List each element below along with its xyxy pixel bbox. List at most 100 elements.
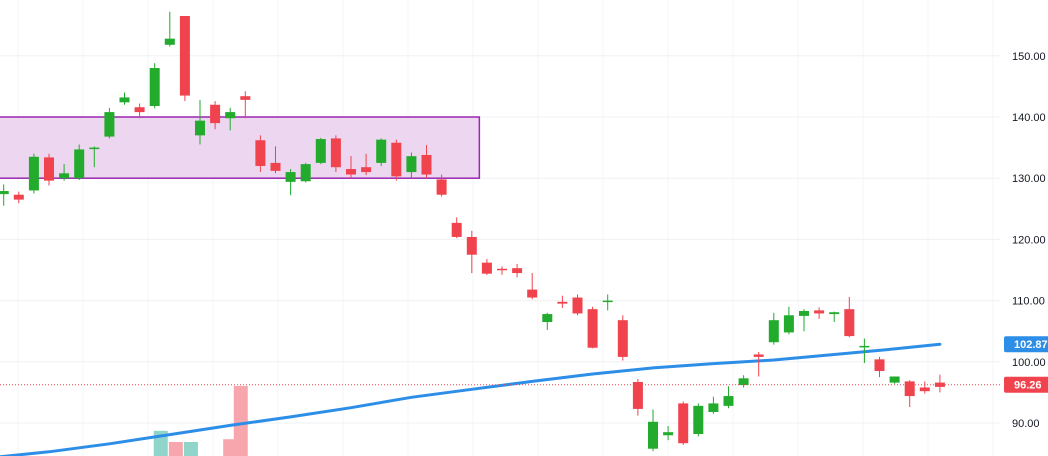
candle[interactable] xyxy=(179,16,190,102)
candle[interactable] xyxy=(44,153,54,186)
candle[interactable] xyxy=(919,381,930,394)
price-tag-box xyxy=(1004,336,1048,353)
candle[interactable] xyxy=(466,230,477,274)
candle[interactable] xyxy=(59,164,70,181)
candle[interactable] xyxy=(285,169,296,196)
moving-average[interactable] xyxy=(0,342,942,456)
candle[interactable] xyxy=(361,153,372,176)
candle[interactable] xyxy=(527,273,538,300)
candle[interactable] xyxy=(270,146,281,174)
candle-body xyxy=(632,381,643,409)
candle-body xyxy=(164,38,175,45)
candle-body xyxy=(13,194,24,200)
candle[interactable] xyxy=(195,99,205,145)
candle[interactable] xyxy=(663,426,674,441)
candle[interactable] xyxy=(829,311,840,323)
candle[interactable] xyxy=(768,312,779,345)
candle-body xyxy=(587,309,598,348)
candle[interactable] xyxy=(678,401,689,446)
candle-body xyxy=(527,289,538,298)
candle[interactable] xyxy=(738,375,749,388)
candle-body xyxy=(89,147,100,150)
candle-body xyxy=(738,378,749,386)
candle[interactable] xyxy=(28,153,39,194)
candle[interactable] xyxy=(346,156,356,179)
candle[interactable] xyxy=(13,191,24,204)
candle-body xyxy=(723,396,734,406)
candle[interactable] xyxy=(119,92,130,105)
candle[interactable] xyxy=(210,101,221,130)
candle-body xyxy=(255,140,266,166)
candle-body xyxy=(678,403,689,444)
candle-body xyxy=(663,432,674,436)
candle[interactable] xyxy=(376,138,387,166)
candle[interactable] xyxy=(240,91,251,119)
candles[interactable] xyxy=(0,11,945,452)
candle[interactable] xyxy=(406,152,417,179)
y-tick-label: 90.00 xyxy=(1012,418,1040,430)
candle-body xyxy=(617,320,628,357)
moving-average-line[interactable] xyxy=(0,342,942,456)
candle[interactable] xyxy=(497,266,507,275)
price-axis[interactable]: 90.00 100.00 110.00 120.00 130.00 140.00 150.0… xyxy=(1012,0,1046,430)
candle-body xyxy=(179,16,190,96)
candle[interactable] xyxy=(421,145,432,179)
candle[interactable] xyxy=(889,376,900,384)
candle[interactable] xyxy=(149,63,160,109)
candle[interactable] xyxy=(814,307,825,319)
candle[interactable] xyxy=(602,294,613,311)
candle[interactable] xyxy=(723,386,734,409)
volume-bar xyxy=(233,386,248,456)
candle[interactable] xyxy=(844,296,855,338)
candle-body xyxy=(874,359,885,371)
y-tick-label: 130.00 xyxy=(1012,173,1046,185)
candle[interactable] xyxy=(330,135,341,173)
candle[interactable] xyxy=(225,107,236,131)
candle[interactable] xyxy=(391,139,402,181)
volume-bar xyxy=(168,442,183,456)
candle[interactable] xyxy=(632,378,643,416)
candle-body xyxy=(814,310,825,314)
candle-body xyxy=(315,139,326,163)
candle[interactable] xyxy=(104,107,115,139)
candle[interactable] xyxy=(557,295,568,308)
candle[interactable] xyxy=(934,374,945,393)
candle[interactable] xyxy=(300,162,311,183)
candle[interactable] xyxy=(542,312,553,330)
candle[interactable] xyxy=(572,294,583,316)
candle[interactable] xyxy=(89,146,100,168)
candle-body xyxy=(421,154,432,175)
candle[interactable] xyxy=(255,135,266,173)
candle[interactable] xyxy=(481,258,492,275)
candle[interactable] xyxy=(617,315,628,361)
candle-body xyxy=(512,268,523,274)
candle-body xyxy=(602,300,613,303)
candle[interactable] xyxy=(874,356,885,378)
volume-bar xyxy=(183,442,198,456)
candle-body xyxy=(210,104,221,124)
candle[interactable] xyxy=(512,263,523,278)
y-tick-label: 160.00 xyxy=(1012,0,1046,2)
candle[interactable] xyxy=(693,403,704,437)
candle[interactable] xyxy=(315,137,326,165)
candle[interactable] xyxy=(134,103,145,119)
y-tick-label: 150.00 xyxy=(1012,51,1046,63)
candle[interactable] xyxy=(0,184,9,206)
candle[interactable] xyxy=(783,306,794,335)
candle-body xyxy=(783,315,794,333)
candle[interactable] xyxy=(436,174,447,197)
candle[interactable] xyxy=(648,409,658,452)
candle[interactable] xyxy=(859,338,870,364)
candle[interactable] xyxy=(587,306,598,349)
candle[interactable] xyxy=(708,396,719,414)
candle[interactable] xyxy=(753,352,764,377)
candle[interactable] xyxy=(74,144,85,181)
candle[interactable] xyxy=(799,309,809,332)
candle-body xyxy=(889,376,900,383)
candle[interactable] xyxy=(451,217,462,239)
candle-body xyxy=(28,156,39,191)
candle[interactable] xyxy=(164,11,175,47)
candle-body xyxy=(648,421,658,449)
